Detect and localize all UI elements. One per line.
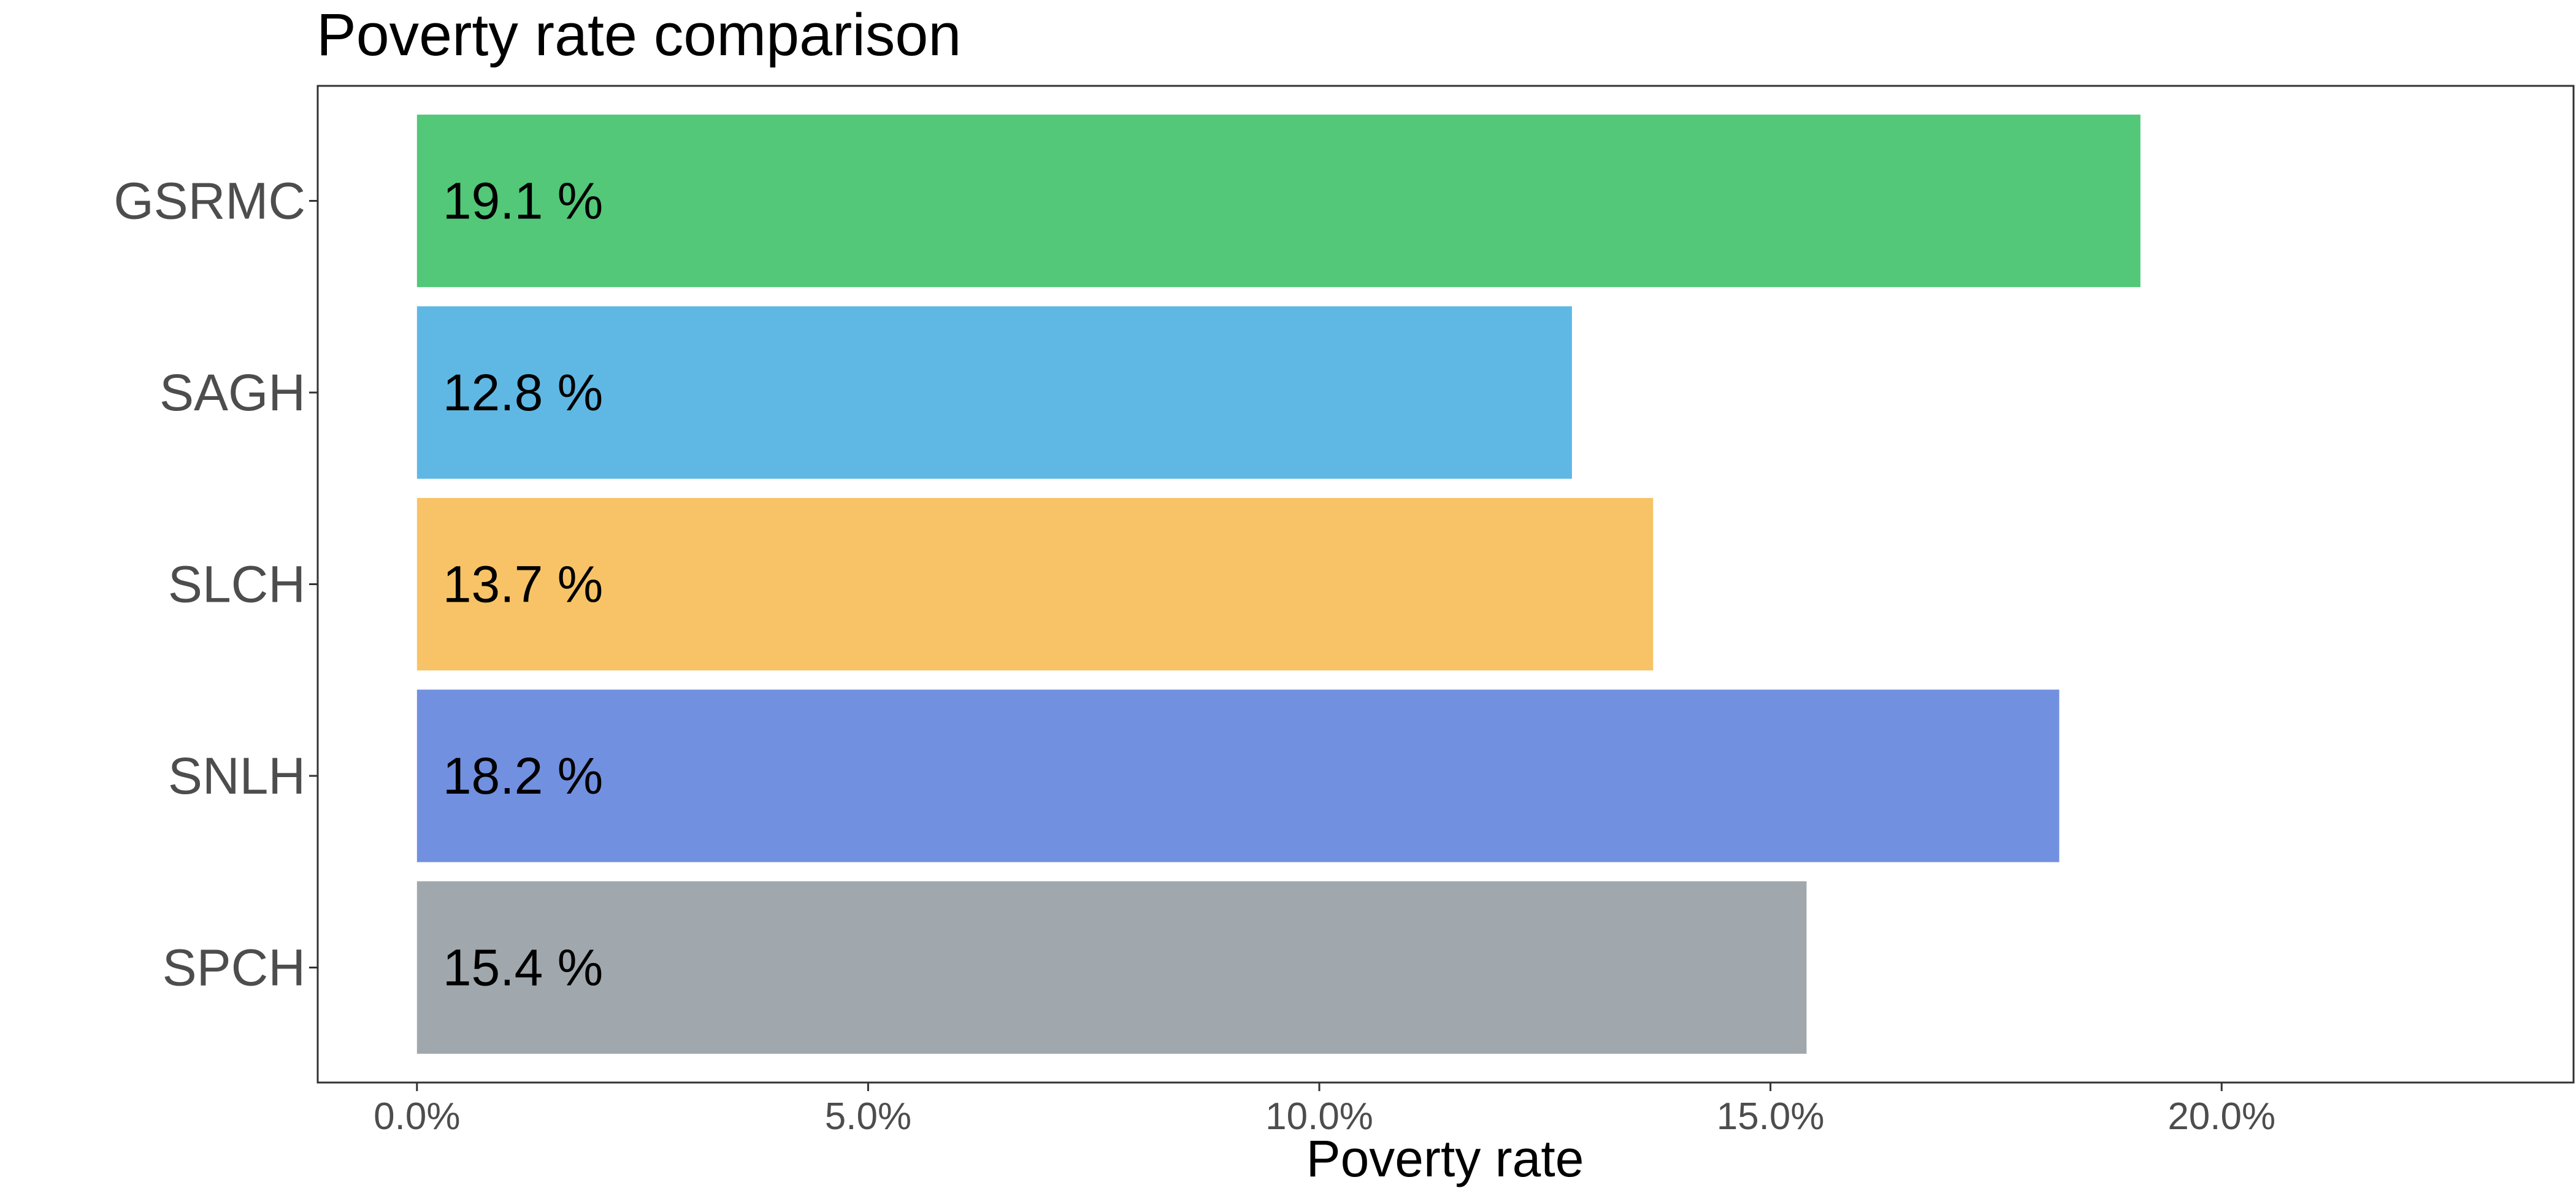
category-label-snlh: SNLH — [168, 747, 305, 805]
bar-snlh — [416, 689, 2060, 862]
x-tick-label-0: 0.0% — [374, 1095, 460, 1138]
category-label-gsrmc: GSRMC — [113, 172, 305, 230]
bars-group: 19.1 % 12.8 % 13.7 % 18.2 % 15.4 % — [416, 114, 2141, 1054]
data-label-spch: 15.4 % — [443, 939, 604, 997]
chart-title: Poverty rate comparison — [316, 1, 961, 68]
category-label-spch: SPCH — [163, 939, 305, 997]
x-axis: 0.0% 5.0% 10.0% 15.0% 20.0% — [374, 1083, 2275, 1138]
x-axis-title: Poverty rate — [1306, 1130, 1584, 1187]
data-label-snlh: 18.2 % — [443, 747, 604, 805]
x-tick-label-1: 5.0% — [825, 1095, 911, 1138]
bar-sagh — [416, 306, 1572, 479]
data-label-sagh: 12.8 % — [443, 364, 604, 421]
x-tick-label-4: 20.0% — [2168, 1095, 2275, 1138]
data-label-slch: 13.7 % — [443, 556, 604, 613]
x-tick-label-2: 10.0% — [1265, 1095, 1373, 1138]
category-label-slch: SLCH — [168, 556, 305, 613]
x-tick-label-3: 15.0% — [1717, 1095, 1825, 1138]
data-label-gsrmc: 19.1 % — [443, 172, 604, 230]
category-label-sagh: SAGH — [159, 364, 305, 421]
bar-spch — [416, 881, 1807, 1054]
bar-gsrmc — [416, 114, 2141, 288]
bar-slch — [416, 497, 1654, 671]
y-axis: GSRMC SAGH SLCH SNLH SPCH — [113, 172, 318, 997]
